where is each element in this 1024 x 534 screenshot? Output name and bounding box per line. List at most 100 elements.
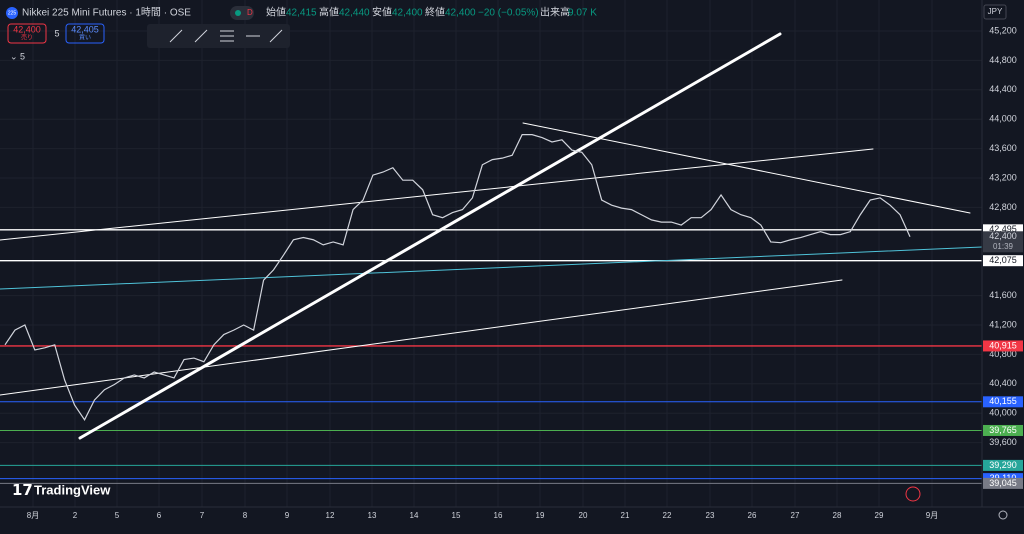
ohlc-value: 42,415 — [286, 8, 317, 19]
last-badge — [983, 231, 1023, 253]
x-tick-label: 16 — [494, 511, 503, 520]
last-price: 42,400 — [989, 231, 1017, 241]
level-label: 42,075 — [989, 255, 1017, 265]
y-tick-label: 42,800 — [989, 202, 1017, 212]
x-tick-label: 2 — [73, 511, 78, 520]
status-dot — [235, 10, 241, 16]
level-badge — [983, 396, 1023, 408]
x-tick-label: 12 — [326, 511, 335, 520]
y-tick-label: 44,000 — [989, 114, 1017, 124]
buy-button[interactable] — [65, 23, 105, 44]
indicators-toggle[interactable]: ⌄ — [10, 51, 18, 61]
x-tick-label: 6 — [157, 511, 162, 520]
x-tick-label: 20 — [579, 511, 588, 520]
level-label: 40,915 — [989, 340, 1017, 350]
level-badge — [983, 477, 1023, 489]
currency-box[interactable] — [983, 4, 1007, 20]
indicators-count[interactable]: 5 — [20, 51, 25, 61]
ohlc-label: 高値 — [319, 6, 339, 19]
level-label: 40,155 — [989, 396, 1017, 406]
change: −20 (−0.05%) — [478, 8, 539, 19]
y-tick-label: 40,000 — [989, 408, 1017, 418]
price — [4, 134, 911, 422]
x-tick-label: 23 — [706, 511, 715, 520]
symbol-icon — [6, 7, 18, 19]
y-tick-label: 43,200 — [989, 172, 1017, 182]
level-badge — [983, 459, 1023, 471]
ohlc-label: 安値 — [372, 6, 392, 19]
sell-price: 42,400 — [13, 24, 41, 34]
ohlc: 始値 42,415 高値 42,440 安値 42,400 終値 42,400 −20 (−0.… — [266, 6, 597, 19]
level-badge — [983, 424, 1023, 436]
level-label: 42,495 — [989, 224, 1017, 234]
currency: JPY — [988, 7, 1003, 16]
x-tick-label: 15 — [452, 511, 461, 520]
level-label: 39,765 — [989, 425, 1017, 435]
volume-label: 出来高 — [540, 6, 570, 19]
trendline — [0, 279, 843, 396]
y-tick-label: 44,400 — [989, 84, 1017, 94]
y-tick-label: 40,800 — [989, 349, 1017, 359]
x-tick-label: 8 — [243, 511, 248, 520]
x-tick-label: 14 — [410, 511, 419, 520]
y-tick-label: 39,600 — [989, 437, 1017, 447]
buy-price: 42,405 — [71, 24, 99, 34]
symbol: Nikkei 225 Mini Futures · 1時間 · OSE — [22, 7, 191, 19]
x-tick-label: 28 — [833, 511, 842, 520]
x-tick-label: 22 — [663, 511, 672, 520]
symbol-badge: 225 — [8, 10, 17, 16]
trade-buttons[interactable]: 42,400 売り 5 42,405 買い — [7, 23, 105, 44]
ohlc-value: 42,440 — [339, 8, 370, 19]
status-pill — [230, 6, 254, 20]
x-tick-label: 7 — [200, 511, 205, 520]
x-tick-label: 13 — [368, 511, 377, 520]
level-label: 39,290 — [989, 460, 1017, 470]
y-tick-label: 40,400 — [989, 378, 1017, 388]
drawing-toolbar — [147, 24, 290, 48]
tool-icon[interactable] — [269, 29, 283, 43]
level-badge — [983, 340, 1023, 352]
x-tick-label: 9 — [285, 511, 290, 520]
y-tick-label: 41,200 — [989, 319, 1017, 329]
sell-button[interactable] — [7, 23, 47, 44]
ohlc-label: 始値 — [266, 6, 286, 19]
drawings — [0, 32, 983, 440]
y-tick-label: 43,600 — [989, 143, 1017, 153]
flag: D — [247, 8, 253, 17]
y-tick-label: 45,200 — [989, 25, 1017, 35]
tool-icon[interactable] — [194, 29, 208, 43]
trendline — [0, 246, 983, 290]
x-tick-label: 29 — [875, 511, 884, 520]
axis-labels: 45,200 44,800 44,400 44,000 43,600 43,200 42,8… — [27, 25, 1023, 520]
grid — [0, 0, 982, 507]
trendline — [78, 32, 782, 440]
x-tick-label: 21 — [621, 511, 630, 520]
logo: 𝟭𝟳 — [12, 482, 33, 499]
level-badge — [983, 255, 1023, 267]
x-tick-label: 19 — [536, 511, 545, 520]
ohlc-label: 終値 — [425, 6, 445, 19]
price-line — [4, 134, 911, 422]
x-tick-label: 5 — [115, 511, 120, 520]
toolbar — [147, 24, 290, 48]
x-tick-label: 9月 — [926, 511, 938, 520]
ohlc-value: 42,400 — [392, 8, 423, 19]
x-tick-label: 26 — [748, 511, 757, 520]
buy-label: 買い — [79, 35, 91, 42]
volume: 9.07 K — [568, 8, 597, 19]
level-label: 39,045 — [989, 478, 1017, 488]
levels — [0, 229, 982, 484]
x-tick-label: 8月 — [27, 511, 39, 520]
ohlc-value: 42,400 — [445, 8, 476, 19]
settings-icon[interactable] — [998, 510, 1008, 520]
level-badge — [983, 224, 1023, 236]
replay-icon[interactable] — [905, 486, 921, 502]
sell-label: 売り — [21, 34, 33, 42]
brand: TradingView — [34, 482, 111, 497]
tool-icon[interactable] — [169, 29, 183, 43]
spread: 5 — [54, 28, 59, 38]
y-tick-label: 41,600 — [989, 290, 1017, 300]
countdown: 01:39 — [993, 242, 1014, 251]
